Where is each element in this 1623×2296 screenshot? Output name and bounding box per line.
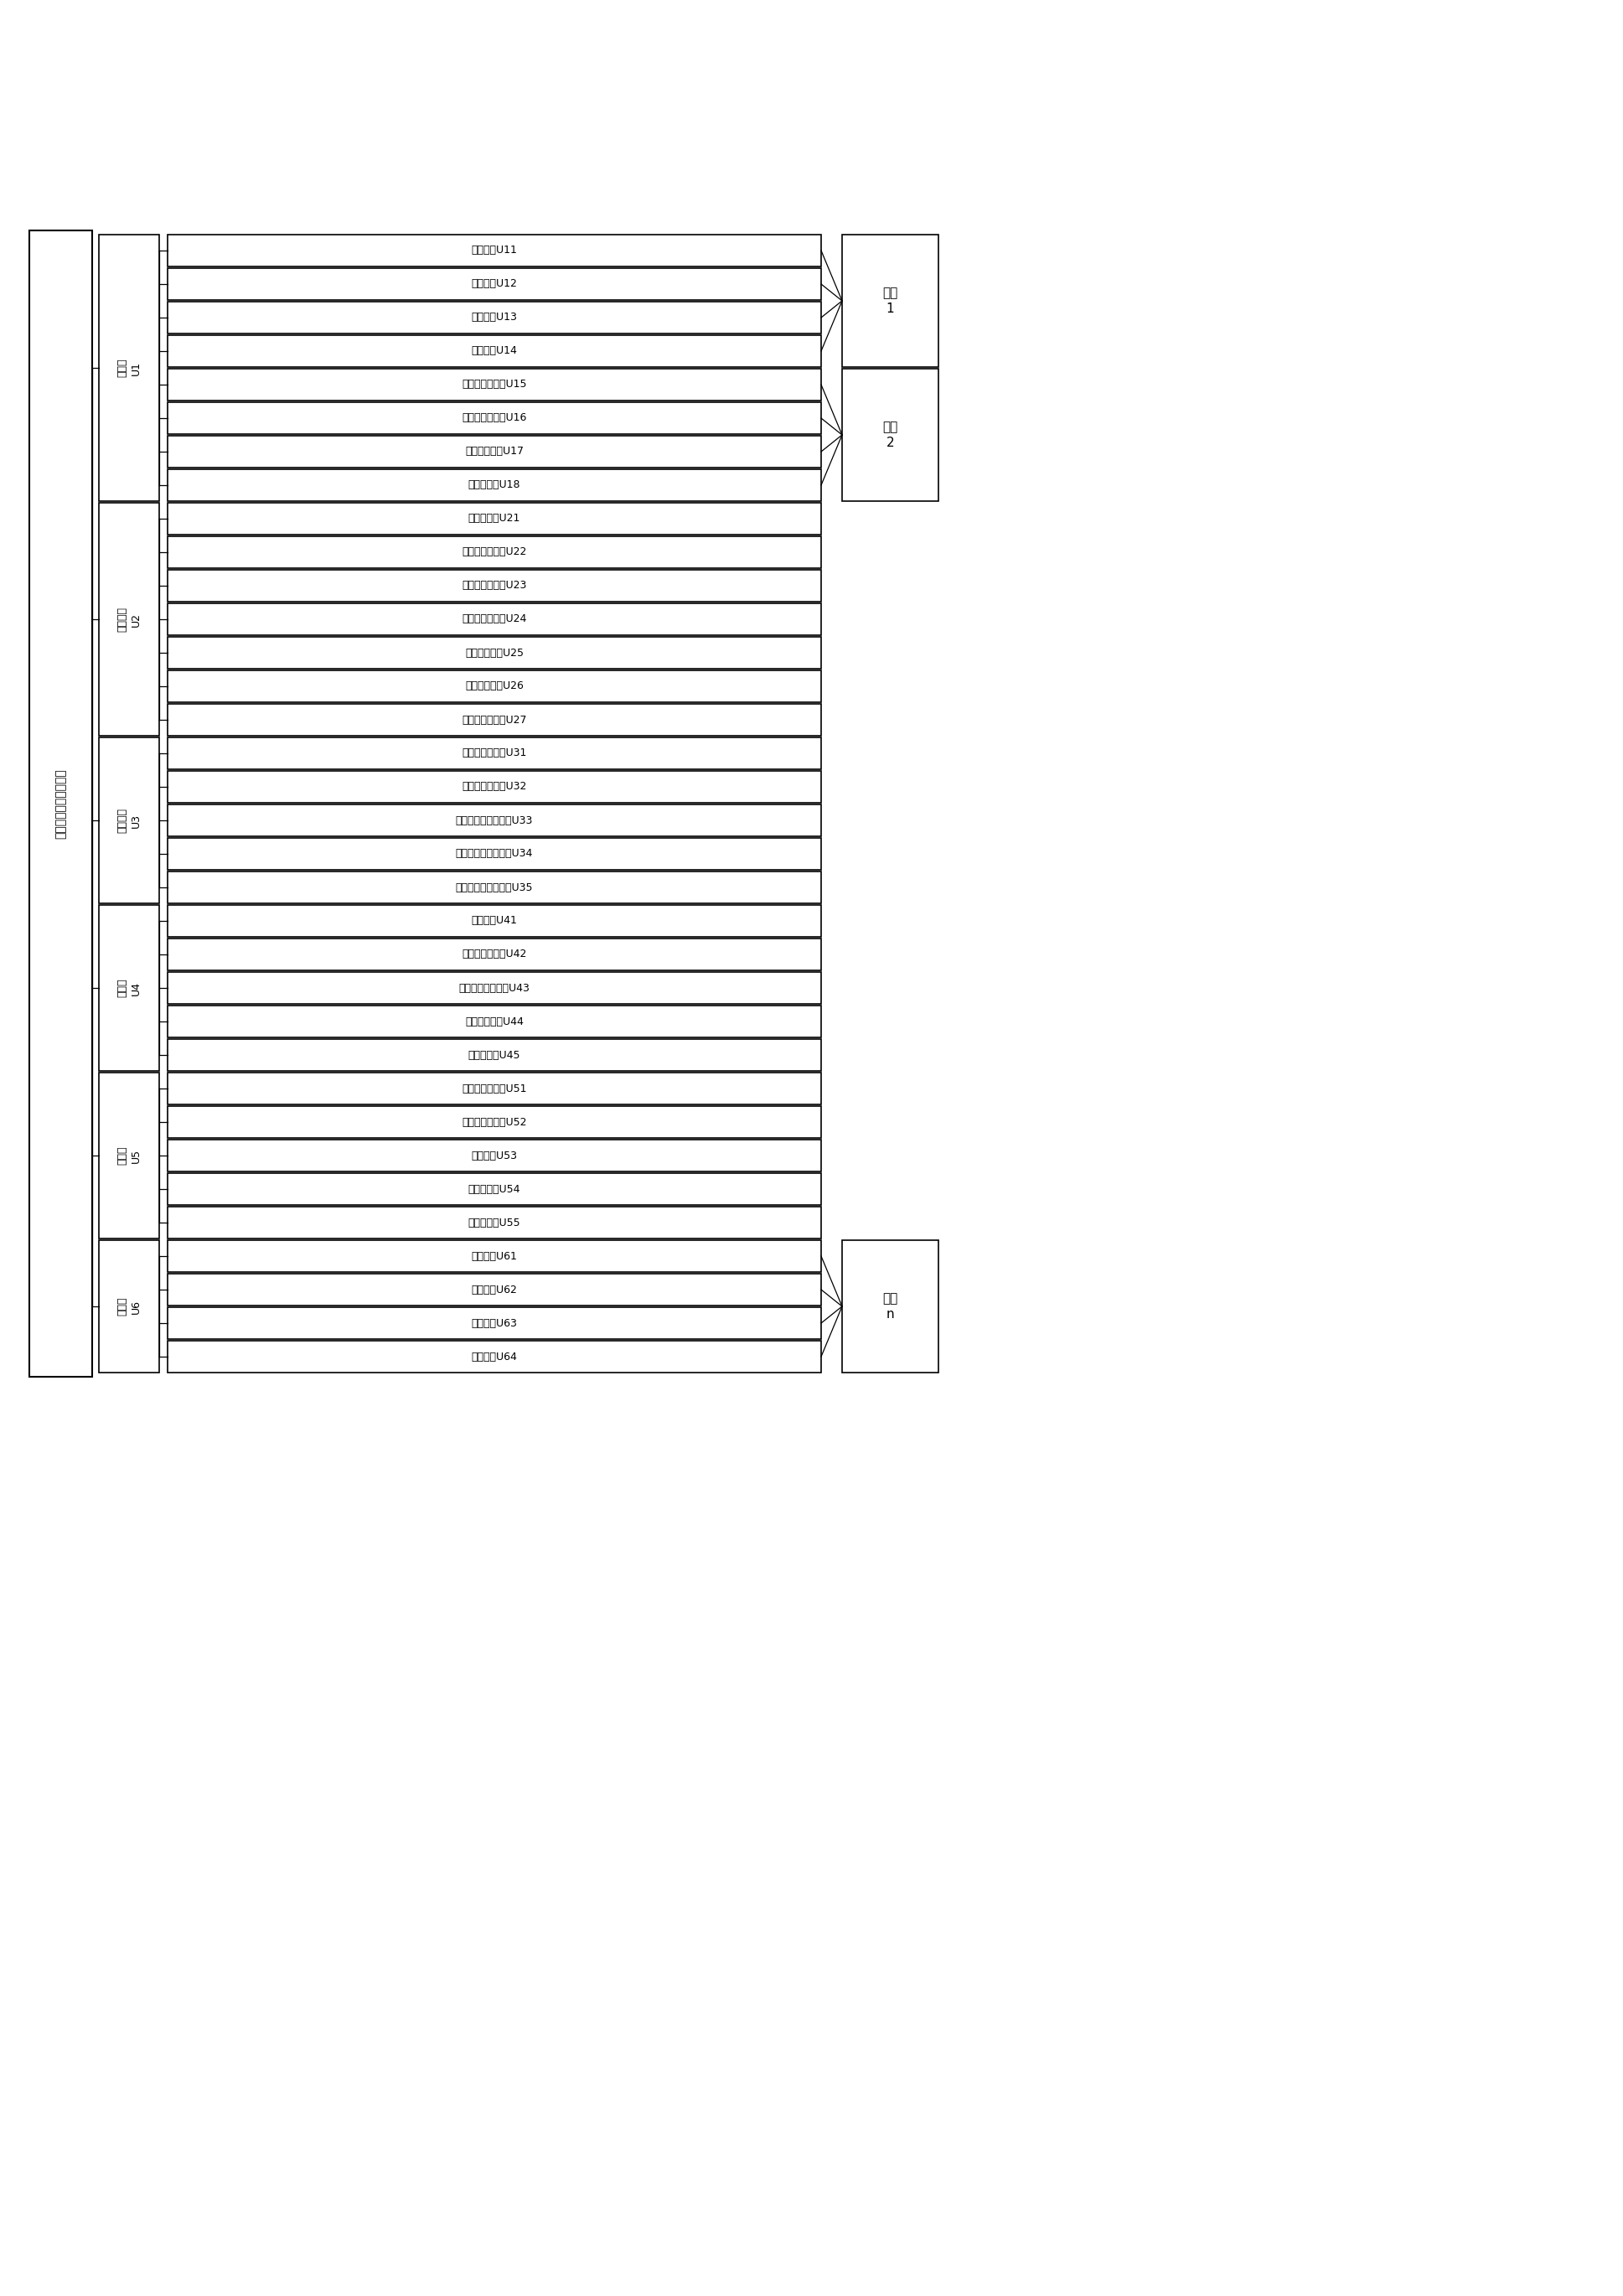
Text: 装配设备利用率U23: 装配设备利用率U23 — [463, 581, 527, 590]
Bar — [167, 1274, 821, 1306]
Text: 装配线设计容量U27: 装配线设计容量U27 — [463, 714, 527, 726]
Bar — [167, 670, 821, 703]
Bar — [167, 234, 821, 266]
Text: 系统的可诊断性U42: 系统的可诊断性U42 — [463, 948, 527, 960]
Bar — [167, 838, 821, 870]
Text: 系统安全性U54: 系统安全性U54 — [467, 1185, 521, 1194]
Bar — [842, 1240, 938, 1373]
Bar — [167, 370, 821, 400]
Text: 组织风险U62: 组织风险U62 — [471, 1283, 518, 1295]
Bar — [167, 905, 821, 937]
Text: 生态环境的影响U51: 生态环境的影响U51 — [463, 1084, 527, 1093]
Bar — [99, 1072, 159, 1238]
Bar — [167, 436, 821, 468]
Text: 环境性
U5: 环境性 U5 — [117, 1146, 141, 1164]
Bar — [167, 1107, 821, 1139]
Bar — [167, 604, 821, 636]
Text: 可重构性
U3: 可重构性 U3 — [117, 808, 141, 833]
Bar — [167, 1040, 821, 1070]
Text: 净现値指数U18: 净现値指数U18 — [467, 480, 521, 491]
Text: 装配资源集成度U24: 装配资源集成度U24 — [463, 613, 527, 625]
Text: 斜升时间U41: 斜升时间U41 — [471, 916, 518, 925]
Text: 装配线平衡性U26: 装配线平衡性U26 — [466, 682, 524, 691]
Text: 生产布局的可扩展性U33: 生产布局的可扩展性U33 — [456, 815, 532, 827]
Bar — [167, 1341, 821, 1373]
Bar — [99, 737, 159, 902]
Bar — [167, 939, 821, 971]
Text: 系统可用度U45: 系统可用度U45 — [467, 1049, 521, 1061]
Bar — [167, 737, 821, 769]
Bar — [167, 1173, 821, 1205]
Text: 经济性
U1: 经济性 U1 — [117, 358, 141, 377]
Bar — [167, 1240, 821, 1272]
Bar — [167, 1208, 821, 1238]
Text: 职业健康U53: 职业健康U53 — [471, 1150, 518, 1162]
Text: 功能单元的可重构性U35: 功能单元的可重构性U35 — [456, 882, 532, 893]
Text: 可靠性
U4: 可靠性 U4 — [117, 978, 141, 996]
Bar — [167, 1072, 821, 1104]
Bar — [842, 234, 938, 367]
Bar — [842, 370, 938, 501]
Bar — [167, 537, 821, 567]
Bar — [167, 1006, 821, 1038]
Bar — [29, 230, 93, 1378]
Bar — [99, 1240, 159, 1373]
Bar — [167, 468, 821, 501]
Text: 装配性能
U2: 装配性能 U2 — [117, 606, 141, 631]
Text: 静态投资回收期U15: 静态投资回收期U15 — [463, 379, 527, 390]
Text: 系统宜人性U55: 系统宜人性U55 — [467, 1217, 521, 1228]
Bar — [167, 335, 821, 367]
Text: 重构成本U12: 重构成本U12 — [471, 278, 518, 289]
Text: 物流系统的可重构性U34: 物流系统的可重构性U34 — [456, 850, 532, 859]
Bar — [99, 234, 159, 501]
Text: 投资的收益率U17: 投资的收益率U17 — [466, 445, 524, 457]
Text: 平均修复时间U44: 平均修复时间U44 — [466, 1017, 524, 1026]
Bar — [167, 1139, 821, 1171]
Bar — [167, 971, 821, 1003]
Text: 技术风险U61: 技术风险U61 — [471, 1251, 518, 1261]
Bar — [167, 301, 821, 333]
Bar — [167, 705, 821, 735]
Bar — [167, 804, 821, 836]
Text: 方案
n: 方案 n — [883, 1293, 898, 1320]
Bar — [167, 503, 821, 535]
Text: 设备的可重构性U31: 设备的可重构性U31 — [463, 748, 527, 758]
Bar — [167, 269, 821, 301]
Text: 可重构装配线评价体系: 可重构装配线评价体系 — [55, 769, 67, 838]
Text: 资金风险U64: 资金风险U64 — [471, 1352, 518, 1362]
Text: 平均故障间隔时间U43: 平均故障间隔时间U43 — [459, 983, 531, 994]
Text: 资源的优化利用U52: 资源的优化利用U52 — [463, 1116, 527, 1127]
Text: 方案
2: 方案 2 — [883, 420, 898, 450]
Text: 市场风险U63: 市场风险U63 — [471, 1318, 518, 1329]
Text: 机会成本U14: 机会成本U14 — [471, 347, 518, 356]
Bar — [99, 503, 159, 735]
Bar — [99, 905, 159, 1070]
Text: 生产资源利用率U22: 生产资源利用率U22 — [463, 546, 527, 558]
Bar — [167, 771, 821, 804]
Text: 工艺的可重构性U32: 工艺的可重构性U32 — [463, 781, 527, 792]
Text: 方案
1: 方案 1 — [883, 287, 898, 315]
Text: 装配能力范围U25: 装配能力范围U25 — [466, 647, 524, 659]
Bar — [167, 872, 821, 902]
Text: 风险性
U6: 风险性 U6 — [117, 1297, 141, 1316]
Text: 原始成本U11: 原始成本U11 — [471, 246, 518, 255]
Text: 动态投资回收期U16: 动态投资回收期U16 — [463, 413, 527, 422]
Bar — [167, 636, 821, 668]
Bar — [167, 569, 821, 602]
Text: 系统生产率U21: 系统生产率U21 — [467, 514, 521, 523]
Bar — [167, 1306, 821, 1339]
Text: 运行成本U13: 运行成本U13 — [471, 312, 518, 324]
Bar — [167, 402, 821, 434]
